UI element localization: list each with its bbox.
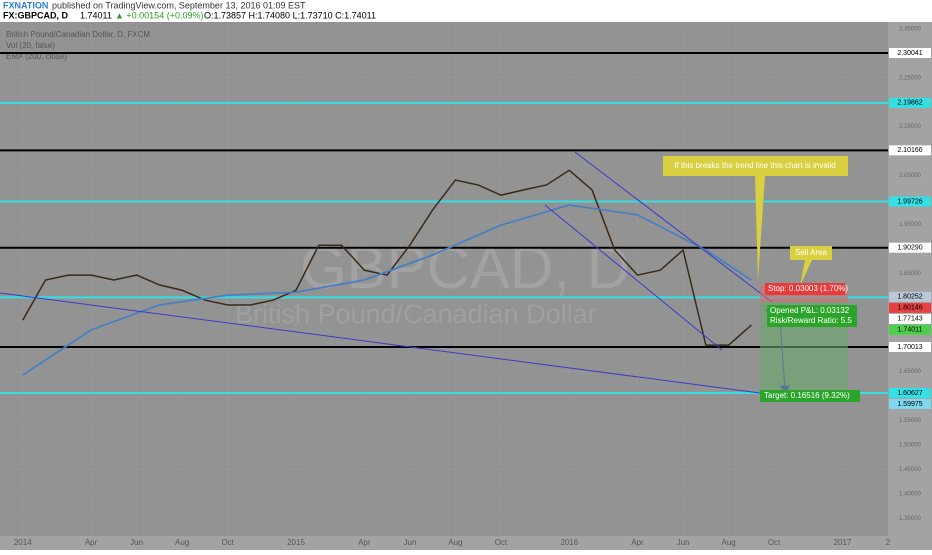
legend-ema: EMA (200, close) [6, 52, 67, 61]
y-tick-label: 2.25000 [899, 75, 921, 81]
x-tick-label: Aug [721, 538, 735, 547]
price-label-bg [889, 97, 931, 108]
legend-vol: Vol (20, false) [6, 41, 55, 50]
price-label-bg [889, 324, 931, 335]
price-axis-bg [888, 22, 932, 550]
target-box [760, 390, 860, 402]
price-label: 1.70013 [897, 344, 922, 351]
callout-invalid-text: If this breaks the trend line this chart… [674, 161, 835, 170]
price-label: 2.30041 [897, 50, 922, 57]
price-label-bg [889, 313, 931, 324]
y-tick-label: 1.85000 [899, 271, 921, 277]
price-line [22, 169, 752, 346]
x-tick-label: Jun [403, 538, 416, 547]
watermark-symbol: GBPCAD, D [300, 234, 630, 301]
x-tick-label: 2016 [560, 538, 578, 547]
pnl-box [767, 305, 857, 327]
publisher: FXNATION [3, 0, 48, 10]
trend-line [0, 292, 761, 394]
x-tick-label: Oct [768, 538, 781, 547]
price-label: 1.74011 [898, 327, 923, 334]
x-tick-label: Aug [175, 538, 189, 547]
target-text: Target: 0.16516 (9.32%) [764, 391, 850, 400]
plot-bg [0, 22, 888, 536]
stop-text: Stop: 0.03003 (1.70%) [768, 284, 848, 293]
callout-sell [790, 246, 832, 286]
price: 1.74011 [80, 10, 112, 20]
price-label: 2.19862 [897, 100, 922, 107]
y-tick-label: 1.40000 [899, 492, 921, 498]
price-label: 1.60627 [897, 390, 922, 397]
price-label: 1.80252 [897, 294, 922, 301]
channel-lower [544, 204, 723, 351]
price-label-bg [889, 387, 931, 398]
published: published on TradingView.com, September … [52, 0, 306, 10]
price-label: 1.80146 [897, 305, 922, 312]
x-tick-label: Oct [495, 538, 508, 547]
y-tick-label: 2.05000 [899, 173, 921, 179]
x-tick-label: 2015 [287, 538, 305, 547]
x-tick-label: Jun [677, 538, 690, 547]
header-bg [0, 0, 932, 22]
price-label-bg [889, 342, 931, 353]
price-label-bg [889, 47, 931, 58]
x-tick-label: 2014 [14, 538, 32, 547]
y-tick-label: 1.55000 [899, 418, 921, 424]
channel-upper [574, 151, 773, 303]
ema-line [22, 204, 752, 376]
price-label: 1.90290 [897, 245, 922, 252]
price-label-bg [889, 302, 931, 313]
price-label: 1.59975 [897, 401, 922, 408]
price-label-bg [889, 145, 931, 156]
x-tick-label: Apr [85, 538, 98, 547]
ohlc: O:1.73857 H:1.74080 L:1.73710 C:1.74011 [204, 10, 376, 20]
price-label: 1.99726 [897, 198, 922, 205]
price-label: 1.77143 [897, 316, 922, 323]
y-tick-label: 2.15000 [899, 124, 921, 130]
watermark-name: British Pound/Canadian Dollar [235, 299, 597, 329]
y-tick-label: 1.65000 [899, 369, 921, 375]
price-label: 2.10166 [897, 147, 922, 154]
price-label-bg [889, 398, 931, 409]
price-label-bg [889, 196, 931, 207]
x-tick-label: Apr [631, 538, 644, 547]
plot [0, 22, 889, 536]
pnl-text: Opened P&L: 0.03132 [770, 306, 850, 315]
x-tick-label: 2017 [834, 538, 852, 547]
x-tick-label: Oct [221, 538, 234, 547]
price-label-bg [889, 242, 931, 253]
y-tick-label: 1.95000 [899, 222, 921, 228]
x-tick-label: 2 [886, 538, 891, 547]
rr-text: Risk/Reward Ratio: 5.5 [770, 316, 852, 325]
change: ▲ +0.00154 (+0.09%) [115, 10, 203, 20]
stop-box [765, 283, 845, 295]
price-axis: 2.35000 2.25000 2.15000 2.05000 1.95000 1.850… [889, 26, 931, 522]
y-tick-label: 1.35000 [899, 516, 921, 522]
time-axis-bg [0, 536, 888, 550]
price-label-bg [889, 291, 931, 302]
symbol: FX:GBPCAD, D [3, 10, 69, 20]
legend-title: British Pound/Canadian Dollar, D, FXCM [6, 30, 150, 39]
y-tick-label: 2.35000 [899, 26, 921, 32]
callout-sell-text: Sell Area [795, 248, 828, 257]
x-tick-label: Aug [448, 538, 462, 547]
x-tick-label: Jun [130, 538, 143, 547]
y-tick-label: 1.50000 [899, 443, 921, 449]
y-tick-label: 1.45000 [899, 467, 921, 473]
callout-invalid [663, 156, 848, 280]
x-tick-label: Apr [358, 538, 371, 547]
